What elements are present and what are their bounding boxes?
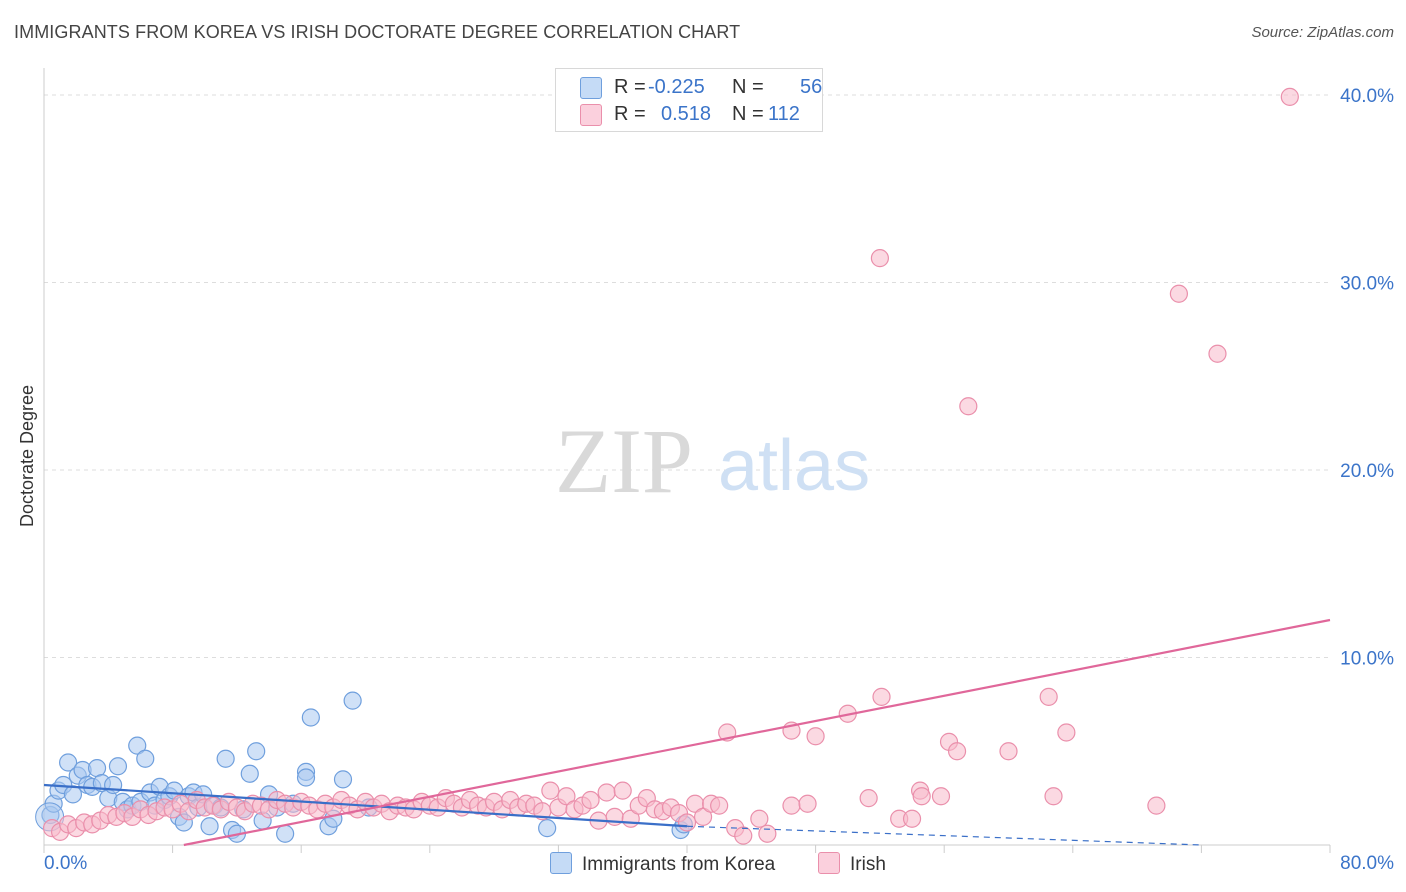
data-point: [1039, 687, 1058, 706]
data-point: [276, 824, 295, 843]
data-point: [1169, 284, 1188, 303]
watermark-atlas: atlas: [718, 426, 870, 506]
data-point: [557, 787, 576, 806]
grid-layer: [44, 94, 1330, 658]
data-point: [301, 708, 320, 727]
data-point: [343, 691, 362, 710]
data-point: [333, 770, 353, 789]
data-point: [859, 789, 878, 808]
data-point: [931, 787, 951, 806]
data-point: [1044, 787, 1063, 806]
data-point: [581, 790, 600, 810]
legend-r-label: R =: [614, 103, 646, 125]
legend-r-label: R =: [614, 76, 646, 98]
data-point: [912, 787, 931, 806]
x-tick-label: 0.0%: [44, 853, 87, 874]
y-tick-label: 40.0%: [1340, 86, 1394, 107]
data-point: [734, 826, 753, 845]
legend-swatch-irish: [818, 852, 840, 874]
data-point: [872, 687, 891, 706]
axes-layer: [43, 68, 1331, 853]
data-point: [999, 742, 1018, 761]
data-point: [613, 781, 632, 800]
data-point: [247, 742, 266, 761]
data-point: [216, 749, 235, 768]
data-point: [87, 759, 107, 778]
legend-swatch-korea: [550, 852, 572, 874]
legend-swatch-korea: [580, 77, 602, 99]
legend-r-value: 0.518: [661, 103, 712, 125]
legend-n-label: N =: [732, 103, 764, 125]
data-point: [59, 753, 78, 772]
legend-swatch-irish: [580, 104, 602, 126]
watermark-zip: ZIP: [555, 410, 693, 512]
source-credit: Source: ZipAtlas.com: [1251, 24, 1394, 41]
data-point: [677, 813, 697, 832]
data-point: [806, 727, 825, 746]
data-point: [1147, 796, 1166, 815]
data-point: [710, 796, 729, 815]
data-point: [1208, 344, 1227, 363]
legend-n-value: 112: [768, 103, 800, 125]
data-point: [597, 783, 616, 802]
data-point: [296, 768, 316, 787]
data-point: [104, 775, 123, 795]
data-point: [693, 807, 713, 826]
stats-legend: R = -0.225 N = 56 R = 0.518 N = 112: [555, 68, 823, 132]
data-point: [240, 764, 259, 783]
legend-r-value: -0.225: [648, 76, 705, 98]
data-point: [1057, 723, 1076, 742]
data-point: [870, 249, 890, 268]
data-point: [200, 817, 219, 836]
data-point: [798, 794, 817, 813]
data-point: [782, 796, 801, 815]
trend-line-korea-extension: [686, 825, 1202, 846]
data-point: [959, 397, 978, 416]
legend-n-label: N =: [732, 76, 764, 98]
data-point: [108, 757, 128, 776]
data-point: [902, 809, 922, 828]
chart-title: IMMIGRANTS FROM KOREA VS IRISH DOCTORATE…: [14, 22, 741, 42]
data-point: [947, 742, 967, 761]
trend-lines: [43, 618, 1331, 847]
data-point: [1280, 87, 1299, 106]
trend-line-irish: [183, 618, 1331, 847]
tick-labels: 10.0% 20.0% 30.0% 40.0% 0.0% 80.0%: [44, 86, 1394, 874]
x-tick-label: 80.0%: [1340, 853, 1394, 874]
legend-label-irish: Irish: [850, 854, 886, 875]
series-irish: [42, 87, 1299, 845]
y-axis-label: Doctorate Degree: [17, 385, 37, 527]
y-tick-label: 30.0%: [1340, 274, 1394, 295]
data-point: [758, 824, 777, 843]
y-tick-label: 10.0%: [1340, 649, 1394, 670]
legend-label-korea: Immigrants from Korea: [582, 854, 776, 875]
data-point: [128, 736, 147, 755]
y-tick-label: 20.0%: [1340, 461, 1394, 482]
data-point: [136, 749, 155, 768]
data-point: [63, 785, 83, 804]
data-point: [538, 819, 557, 838]
legend-item-korea: Immigrants from Korea: [550, 852, 775, 876]
data-point: [541, 781, 560, 800]
legend-n-value: 56: [800, 76, 823, 98]
data-point: [750, 809, 769, 828]
legend-item-irish: Irish: [818, 852, 886, 876]
trend-line-korea: [43, 783, 688, 828]
